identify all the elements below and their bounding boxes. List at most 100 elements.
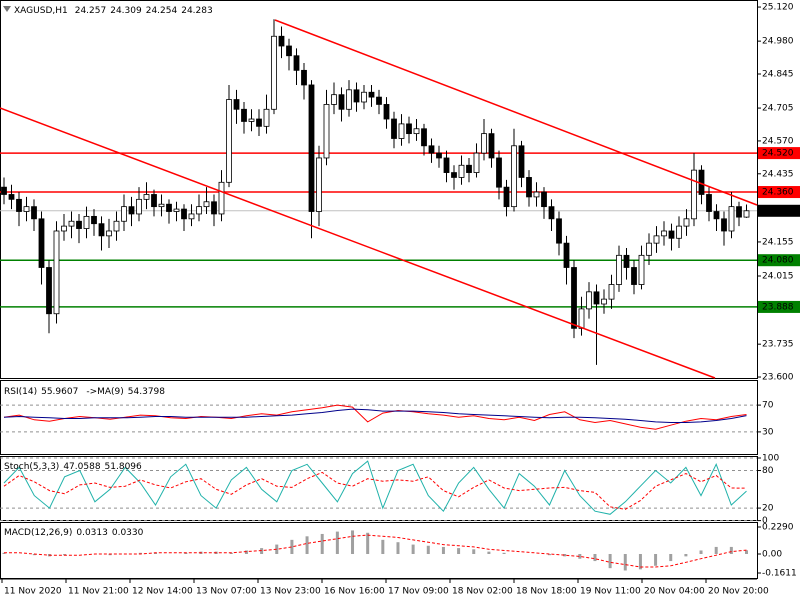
candle-body [331, 94, 337, 105]
candle-body [346, 89, 352, 110]
candle-body [91, 215, 97, 225]
y-tick-label: 20 [762, 504, 774, 514]
candle-body [398, 123, 405, 139]
y-tick-label: 24.845 [762, 69, 794, 79]
y-tick-label: 70 [762, 401, 774, 411]
candle-body [728, 206, 735, 232]
level-label-box [758, 186, 800, 199]
candle-body [263, 108, 270, 127]
macd-panel [0, 522, 758, 579]
candle-body [383, 104, 390, 120]
candle-body [481, 133, 487, 154]
candle-body [166, 203, 172, 212]
candle-body [413, 128, 420, 135]
x-tick-label: 16 Nov 16:00 [324, 587, 385, 597]
y-tick-label: 23.600 [762, 373, 794, 383]
x-tick-label: 20 Nov 04:00 [644, 587, 705, 597]
candle-body [83, 215, 90, 229]
candle-body [286, 45, 292, 57]
candle-body [233, 99, 240, 110]
candle-body [541, 191, 547, 208]
candle-body [391, 118, 397, 139]
y-tick-label: -0.1611 [762, 569, 797, 579]
level-label: 24.080 [762, 256, 794, 266]
candle-body [721, 218, 727, 232]
candle-body [436, 152, 442, 159]
candle-body [496, 157, 502, 188]
rsi-value: 55.9607 [41, 387, 78, 397]
candle-body [301, 69, 307, 86]
candle-body [406, 123, 412, 135]
candle-body [38, 218, 45, 268]
candle-body [211, 201, 217, 215]
last-close: 24.283 [181, 6, 213, 16]
marks [0, 19, 757, 571]
level-label-box [758, 204, 800, 217]
stoch-panel [0, 456, 758, 521]
candle-body [121, 206, 127, 222]
candle-body [98, 223, 105, 237]
candle-body [683, 218, 690, 227]
indicator-line [3, 408, 747, 423]
candle-body [556, 218, 562, 244]
candle-body [646, 242, 652, 256]
candle-body [533, 191, 540, 198]
y-tick-label: 24.980 [762, 37, 794, 47]
candle-body [691, 169, 697, 220]
candle-body [653, 235, 660, 244]
candle-body [308, 84, 315, 212]
x-tick-label: 18 Nov 18:00 [516, 587, 577, 597]
ma-name: ->MA(9) [86, 387, 123, 397]
x-tick-label: 20 Nov 20:00 [708, 587, 769, 597]
candle-body [143, 194, 150, 200]
candle-body [316, 157, 322, 212]
y-tick-label: 24.570 [762, 136, 794, 146]
candle-body [8, 194, 15, 200]
x-tick-label: 13 Nov 07:00 [196, 587, 257, 597]
y-tick-label: 24.435 [762, 169, 794, 179]
x-tick-label: 17 Nov 09:00 [388, 587, 449, 597]
level-label: 24.360 [762, 188, 794, 198]
trendline [0, 107, 716, 379]
candle-body [466, 164, 472, 173]
y-tick-label: 30 [762, 427, 774, 437]
candle-body [638, 254, 645, 285]
level-label: 24.520 [762, 149, 794, 159]
y-tick-label: 0.2290 [762, 523, 794, 533]
level-label: 24.283 [762, 206, 794, 216]
last-high: 24.309 [110, 6, 142, 16]
candle-body [106, 230, 112, 237]
candle-body [113, 220, 120, 232]
y-tick-label: 0 [762, 516, 768, 526]
y-tick-label: 24.015 [762, 272, 794, 282]
candle-body [661, 230, 667, 237]
candle-body [68, 220, 75, 227]
level-label-box [758, 300, 800, 313]
candle-body [451, 172, 457, 178]
candle-body [376, 96, 382, 105]
candle-body [706, 194, 712, 212]
candle-body [578, 308, 585, 329]
candle-body [338, 94, 345, 110]
last-low: 24.254 [146, 6, 178, 16]
candle-body [428, 145, 435, 154]
candle-body [458, 164, 465, 178]
candle-body [31, 206, 37, 220]
candle-body [293, 55, 300, 71]
candle-body [76, 220, 82, 229]
candle-body [631, 267, 637, 285]
level-label-box [758, 254, 800, 267]
candle-body [151, 194, 157, 208]
candle-body [188, 213, 195, 220]
trendline [274, 19, 758, 206]
candle-body [488, 133, 495, 159]
candle-body [181, 208, 187, 220]
main-panel [0, 0, 758, 379]
stoch-value: 47.0588 [63, 462, 100, 472]
candle-body [241, 108, 247, 122]
candle-body [158, 203, 165, 208]
candle-body [271, 35, 277, 110]
candle-body [226, 99, 232, 183]
y-tick-label: 0.00 [762, 550, 782, 560]
candle-body [23, 206, 30, 212]
